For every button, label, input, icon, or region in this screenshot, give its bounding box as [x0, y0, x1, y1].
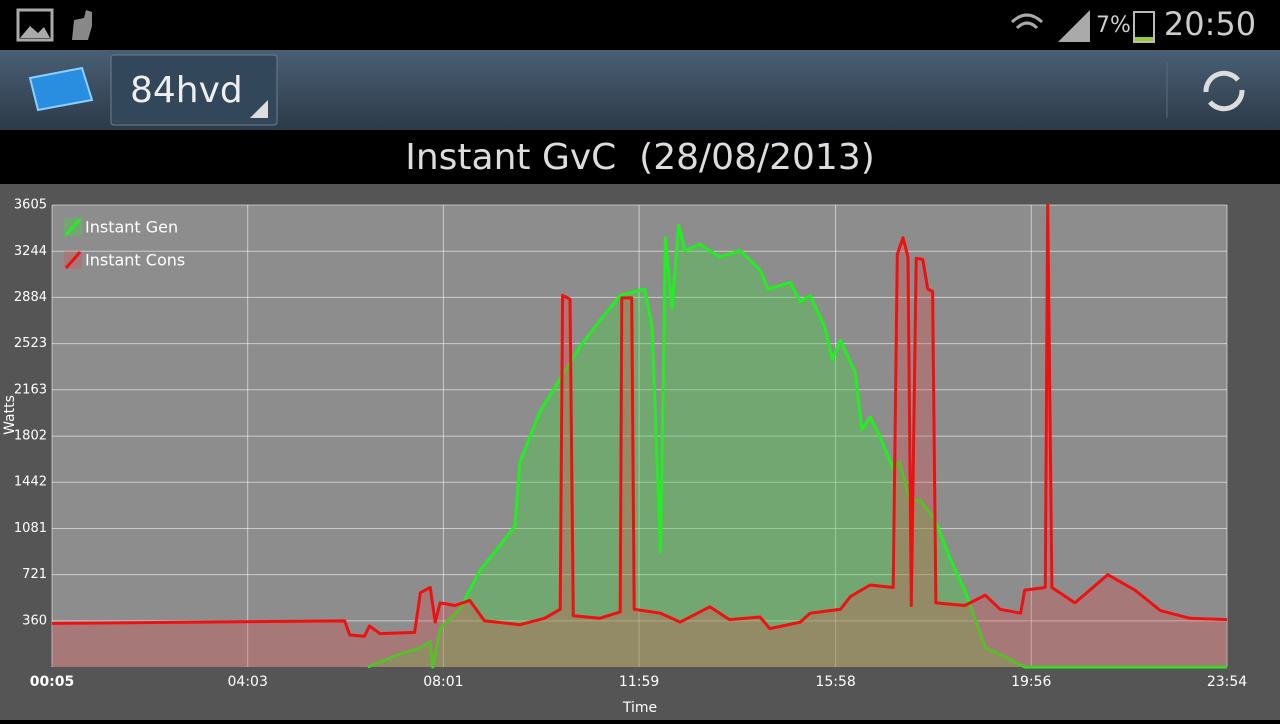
- spinner-arrow: [250, 100, 268, 118]
- refresh-button[interactable]: [1203, 70, 1245, 112]
- battery-level: [1135, 37, 1153, 41]
- wifi-icon: [1010, 13, 1044, 30]
- y-tick-label: 2523: [14, 336, 47, 351]
- x-tick-label: 23:54: [1207, 674, 1247, 690]
- x-tick-label: 15:58: [815, 674, 855, 690]
- y-tick-label: 3244: [14, 244, 47, 259]
- chart-title: Instant GvC (28/08/2013): [405, 137, 875, 178]
- y-tick-label: 1081: [14, 521, 47, 536]
- x-axis-label: Time: [622, 700, 657, 716]
- legend-line: [64, 251, 82, 269]
- battery-percent: 7%: [1096, 13, 1131, 38]
- series-area: [367, 224, 1227, 667]
- app-logo[interactable]: [28, 66, 94, 112]
- legend-label: Instant Gen: [85, 218, 178, 237]
- y-tick-label: 721: [22, 567, 47, 582]
- x-tick-label: 19:56: [1011, 674, 1051, 690]
- legend-line: [64, 218, 82, 236]
- y-tick-label: 1802: [14, 429, 47, 444]
- gallery-icon-shape: [20, 26, 50, 38]
- battery-icon: [1133, 11, 1155, 43]
- y-tick-label: 2163: [14, 382, 47, 397]
- x-tick-label: 08:01: [423, 674, 463, 690]
- series-line: [51, 203, 1228, 638]
- app-icon: [72, 10, 92, 40]
- series-area: [52, 205, 1227, 667]
- gallery-icon: [16, 8, 54, 42]
- plot: 360 721 1081 1442 1802 2163 2523 2884 3244 3605 00…: [14, 198, 1247, 691]
- y-tick-label: 2884: [14, 290, 47, 305]
- x-tick-label: 11:59: [619, 674, 659, 690]
- y-tick-label: 360: [22, 613, 47, 628]
- y-tick-label: 3605: [14, 198, 47, 213]
- x-tick-label: 00:05: [30, 674, 75, 690]
- y-axis-label: Watts: [2, 395, 18, 435]
- signal-icon: [1058, 10, 1090, 42]
- x-tick-label: 04:03: [228, 674, 268, 690]
- clock: 20:50: [1164, 5, 1256, 43]
- y-tick-label: 1442: [14, 475, 47, 490]
- account-name[interactable]: 84hvd: [130, 70, 243, 111]
- account-spinner[interactable]: [110, 54, 278, 126]
- legend-label: Instant Cons: [85, 251, 185, 270]
